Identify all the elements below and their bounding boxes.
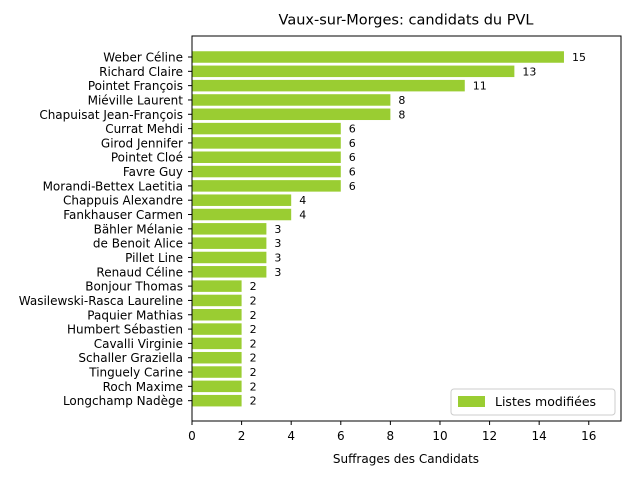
bar-value-label: 2 — [250, 309, 257, 322]
chart-title: Vaux-sur-Morges: candidats du PVL — [279, 13, 534, 29]
y-tick-label: Wasilewski-Rasca Laureline — [19, 294, 183, 308]
bar — [192, 380, 242, 393]
bar-value-label: 8 — [398, 94, 405, 107]
y-tick-label: Fankhauser Carmen — [63, 208, 183, 222]
x-ticks: 0 2 4 6 8 10 12 14 16 — [188, 421, 596, 443]
y-tick-label: Pointet Cloé — [111, 151, 183, 165]
y-tick-label: Tinguely Carine — [88, 366, 183, 380]
legend: Listes modifiées — [450, 388, 616, 416]
bar — [192, 251, 267, 264]
bar — [192, 79, 465, 92]
bar-value-label: 13 — [522, 65, 536, 78]
x-tick-label: 6 — [337, 429, 345, 443]
bar — [192, 108, 391, 121]
x-tick-label: 14 — [532, 429, 547, 443]
y-tick-label: Roch Maxime — [103, 380, 183, 394]
y-tick-label: Weber Céline — [103, 51, 183, 65]
bar-value-label: 2 — [250, 380, 257, 393]
bar — [192, 51, 564, 63]
y-tick-label: Morandi-Bettex Laetitia — [43, 179, 183, 193]
bar — [192, 165, 341, 178]
y-tick-label: Girod Jennifer — [101, 136, 183, 150]
bar-value-label: 6 — [349, 166, 356, 179]
bar — [192, 394, 242, 407]
bar-value-label: 3 — [274, 223, 281, 236]
bar — [192, 237, 267, 249]
y-tick-label: Chapuisat Jean-François — [39, 108, 183, 122]
plot-frame — [191, 35, 622, 422]
y-tick-label: Bähler Mélanie — [94, 222, 183, 236]
y-tick-label: Chappuis Alexandre — [63, 194, 183, 208]
bar-value-label: 11 — [473, 80, 487, 93]
y-tick-label: Longchamp Nadège — [63, 394, 183, 408]
bar — [192, 294, 242, 307]
bar-value-label: 2 — [250, 352, 257, 365]
x-tick-label: 12 — [482, 429, 497, 443]
bar — [192, 280, 242, 292]
y-tick-label: Paquier Mathias — [87, 308, 183, 322]
y-tick-label: Miéville Laurent — [88, 93, 184, 107]
bar-value-label: 4 — [299, 209, 306, 222]
bar — [192, 208, 292, 221]
x-tick-label: 4 — [287, 429, 295, 443]
x-tick-label: 8 — [387, 429, 395, 443]
legend-label: Listes modifiées — [495, 394, 596, 409]
legend-frame — [450, 388, 616, 416]
bar — [192, 323, 242, 335]
bar-value-label: 2 — [250, 323, 257, 336]
bar-value-label: 2 — [250, 366, 257, 379]
y-tick-label: Cavalli Virginie — [94, 337, 183, 351]
bar — [192, 309, 242, 321]
bar-value-label: 6 — [349, 123, 356, 136]
bars-group: Weber Céline 15 Richard Claire 13 Pointet Fr… — [19, 51, 586, 409]
bar — [192, 223, 267, 235]
bar-value-label: 3 — [274, 251, 281, 264]
bar-value-label: 2 — [250, 280, 257, 293]
bar-value-label: 6 — [349, 180, 356, 193]
y-tick-label: Favre Guy — [123, 165, 183, 179]
bar-value-label: 3 — [274, 237, 281, 250]
bar — [192, 351, 242, 364]
y-tick-label: Schaller Graziella — [78, 351, 183, 365]
bar — [192, 266, 267, 278]
bar — [192, 337, 242, 350]
bar-value-label: 15 — [572, 51, 586, 64]
y-tick-label: Renaud Céline — [96, 265, 183, 279]
bar — [192, 122, 341, 135]
bar — [192, 180, 341, 192]
bar-value-label: 6 — [349, 137, 356, 150]
bar — [192, 65, 515, 78]
y-tick-label: Pillet Line — [125, 251, 183, 265]
y-tick-label: Currat Mehdi — [105, 122, 183, 136]
bar — [192, 151, 341, 163]
y-tick-label: Richard Claire — [99, 65, 183, 79]
bar-value-label: 2 — [250, 395, 257, 408]
bar-value-label: 6 — [349, 151, 356, 164]
y-tick-label: Pointet François — [88, 79, 183, 93]
bar — [192, 194, 292, 206]
bar — [192, 137, 341, 149]
x-tick-label: 2 — [238, 429, 246, 443]
x-tick-label: 16 — [581, 429, 596, 443]
x-axis-label: Suffrages des Candidats — [333, 452, 479, 466]
y-tick-label: de Benoit Alice — [93, 237, 183, 251]
x-tick-label: 0 — [188, 429, 196, 443]
y-tick-label: Bonjour Thomas — [85, 280, 183, 294]
bar — [192, 94, 391, 106]
legend-swatch — [458, 396, 485, 407]
bar-value-label: 4 — [299, 194, 306, 207]
bar-value-label: 8 — [398, 108, 405, 121]
bar-value-label: 2 — [250, 294, 257, 307]
bar — [192, 366, 242, 378]
y-tick-label: Humbert Sébastien — [67, 323, 183, 337]
bar-value-label: 2 — [250, 337, 257, 350]
x-tick-label: 10 — [432, 429, 447, 443]
bar-value-label: 3 — [274, 266, 281, 279]
